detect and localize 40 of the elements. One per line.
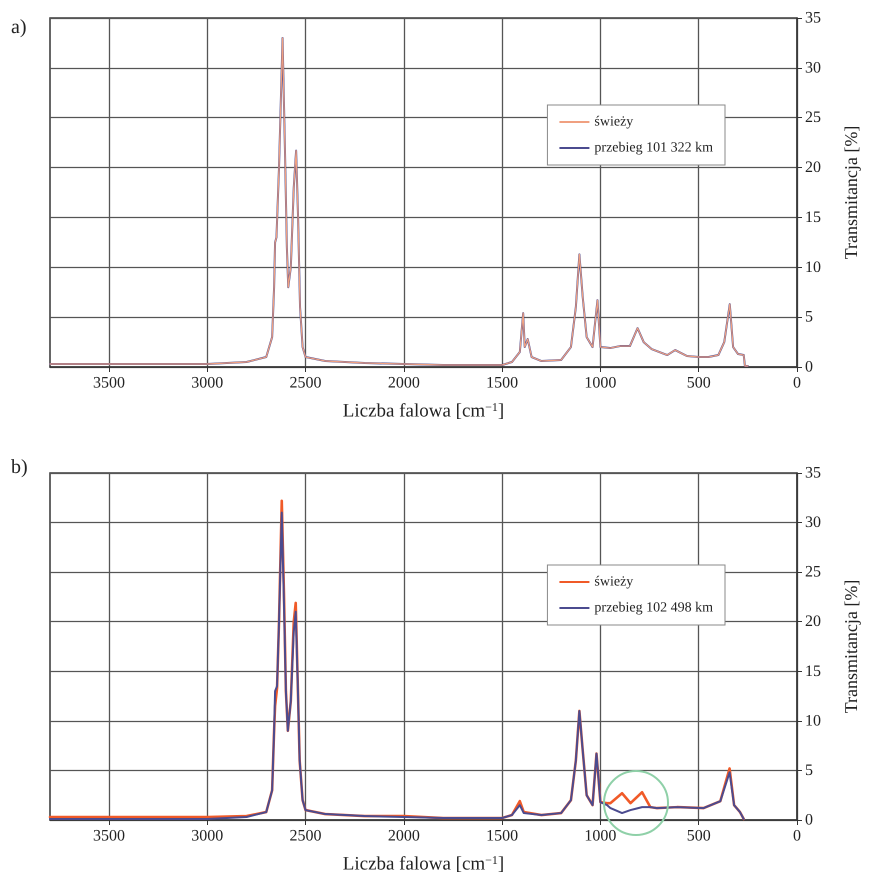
x-tick-label: 1000 — [584, 374, 616, 392]
x-tick-label: 2500 — [290, 828, 322, 844]
x-tick-label: 1000 — [584, 828, 616, 844]
y-tick-label: 5 — [805, 762, 813, 779]
y-axis-title: Transmitancja [%] — [841, 126, 861, 260]
y-tick-label: 35 — [805, 10, 821, 26]
y-tick-label: 20 — [805, 159, 821, 176]
y-tick-label: 30 — [805, 514, 821, 532]
x-tick-label: 1500 — [486, 828, 518, 844]
y-tick-label: 0 — [805, 812, 813, 828]
chart-title: b) — [11, 456, 28, 478]
x-tick-label: 500 — [686, 374, 711, 392]
y-tick-label: 5 — [805, 308, 813, 326]
y-tick-label: 15 — [805, 662, 821, 680]
x-tick-label: 3000 — [191, 828, 224, 844]
y-tick-label: 25 — [805, 564, 821, 581]
legend-label: świeży — [594, 574, 634, 590]
x-tick-label: 3500 — [92, 828, 125, 844]
y-tick-label: 30 — [805, 59, 821, 76]
y-tick-label: 15 — [805, 208, 821, 226]
y-tick-label: 0 — [805, 358, 813, 376]
y-tick-label: 25 — [805, 109, 821, 126]
x-tick-label: 3500 — [92, 374, 125, 392]
chart-title: a) — [11, 16, 27, 38]
x-tick-label: 0 — [793, 374, 801, 392]
legend-label: przebieg 101 322 km — [594, 140, 714, 156]
x-tick-label: 0 — [793, 828, 801, 844]
x-tick-label: 2000 — [388, 828, 420, 844]
x-tick-label: 1500 — [486, 374, 518, 392]
y-tick-label: 35 — [805, 464, 821, 482]
x-tick-label: 2000 — [388, 374, 420, 392]
legend-label: świeży — [594, 114, 634, 130]
y-axis-title: Transmitancja [%] — [841, 580, 861, 714]
x-tick-label: 3000 — [191, 374, 224, 392]
legend-label: przebieg 102 498 km — [594, 600, 714, 616]
y-tick-label: 10 — [805, 258, 821, 276]
x-tick-label: 2500 — [290, 374, 322, 392]
x-tick-label: 500 — [686, 828, 711, 844]
y-tick-label: 10 — [805, 712, 821, 730]
y-tick-label: 20 — [805, 613, 821, 630]
